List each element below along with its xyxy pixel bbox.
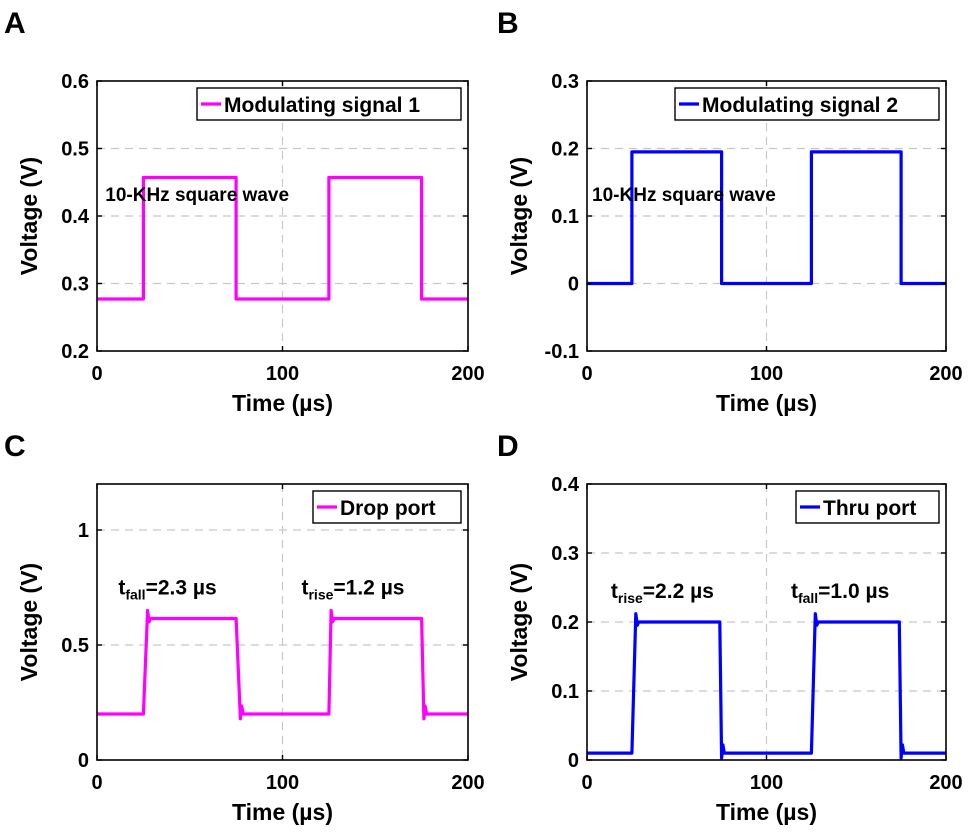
y-axis-title: Voltage (V): [506, 563, 532, 681]
series-line: [97, 175, 468, 301]
annotation-value: =2.2 µs: [643, 580, 714, 603]
y-tick-label: 0.3: [551, 71, 579, 93]
annotation-value: =1.2 µs: [333, 576, 404, 599]
plot-area: [97, 484, 468, 760]
legend: Modulating signal 2: [674, 87, 940, 121]
y-tick-label: 1: [78, 520, 89, 542]
series-line: [587, 150, 946, 286]
x-tick-label: 200: [929, 772, 962, 794]
y-tick-label: 0.1: [551, 681, 579, 703]
series-line: [97, 608, 468, 721]
annotation-t: t: [118, 576, 125, 599]
y-tick-label: 0.2: [61, 341, 89, 363]
annotation-subscript: rise: [618, 590, 643, 606]
chart-panel-d: D 0 100 200 0 0.1 0.2 0.3 0.4 Time (µs) Voltage (V…: [497, 430, 963, 825]
y-tick-label: -0.1: [545, 341, 579, 363]
timing-annotation: tfall=2.3 µs: [118, 576, 216, 602]
legend-box: [196, 87, 462, 121]
panel-letter: D: [497, 430, 519, 463]
chart-panel-c: C 0 100 200 0 0.5 1 Time (µs) Voltage (V) Drop po…: [4, 430, 485, 825]
legend: Drop port: [312, 490, 462, 524]
x-axis-title: Time (µs): [716, 390, 817, 416]
y-tick-label: 0.2: [551, 139, 579, 161]
annotation-t: t: [611, 580, 618, 603]
panel-letter: C: [4, 430, 26, 463]
x-tick-label: 0: [581, 772, 592, 794]
y-tick-label: 0.6: [61, 71, 89, 93]
y-tick-label: 0.2: [551, 612, 579, 634]
annotation-t: t: [791, 580, 798, 603]
y-tick-label: 0.3: [61, 274, 89, 296]
x-axis-title: Time (µs): [716, 799, 817, 825]
chart-panel-a: A 0 100 200 0.2 0.3 0.4 0.5 0.6 Time (µs) Voltage …: [4, 7, 485, 416]
y-axis-title: Voltage (V): [506, 157, 532, 275]
y-tick-label: 0.3: [551, 543, 579, 565]
x-axis-title: Time (µs): [232, 390, 333, 416]
x-tick-label: 0: [581, 363, 592, 385]
y-axis-title: Voltage (V): [16, 157, 42, 275]
x-tick-label: 0: [91, 772, 102, 794]
legend-label: Thru port: [823, 497, 916, 520]
timing-annotation: trise=1.2 µs: [301, 576, 404, 602]
y-axis-title: Voltage (V): [16, 563, 42, 681]
x-tick-label: 0: [91, 363, 102, 385]
timing-annotation: tfall=1.0 µs: [791, 580, 889, 606]
timing-annotation: trise=2.2 µs: [611, 580, 714, 606]
legend: Thru port: [795, 490, 940, 524]
annotation-value: =2.3 µs: [146, 576, 217, 599]
y-tick-label: 0.1: [551, 206, 579, 228]
y-tick-label: 0: [568, 274, 579, 296]
x-tick-label: 200: [451, 772, 484, 794]
annotation-subscript: fall: [798, 590, 818, 606]
annotation: 10-KHz square wave: [105, 185, 289, 206]
x-tick-label: 100: [750, 772, 783, 794]
x-axis-title: Time (µs): [232, 799, 333, 825]
x-tick-label: 100: [266, 772, 299, 794]
legend-box: [312, 490, 462, 524]
annotation: 10-KHz square wave: [592, 185, 776, 206]
panel-letter: B: [497, 7, 519, 40]
annotation-subscript: fall: [125, 586, 145, 602]
legend: Modulating signal 1: [196, 87, 462, 121]
legend-label: Modulating signal 1: [224, 94, 420, 117]
legend-label: Drop port: [340, 497, 436, 520]
y-tick-label: 0.4: [61, 206, 90, 228]
legend-box: [674, 87, 940, 121]
x-tick-label: 100: [750, 363, 783, 385]
y-tick-label: 0.5: [61, 139, 89, 161]
series-line: [587, 612, 946, 760]
x-tick-label: 200: [929, 363, 962, 385]
y-tick-label: 0: [568, 750, 579, 772]
annotation-subscript: rise: [308, 586, 333, 602]
x-tick-label: 100: [266, 363, 299, 385]
annotation-t: t: [301, 576, 308, 599]
x-tick-label: 200: [451, 363, 484, 385]
y-tick-label: 0.5: [61, 635, 89, 657]
legend-label: Modulating signal 2: [702, 94, 898, 117]
y-tick-label: 0: [78, 750, 89, 772]
y-tick-label: 0.4: [551, 474, 580, 496]
panel-letter: A: [4, 7, 26, 40]
annotation-value: =1.0 µs: [818, 580, 889, 603]
